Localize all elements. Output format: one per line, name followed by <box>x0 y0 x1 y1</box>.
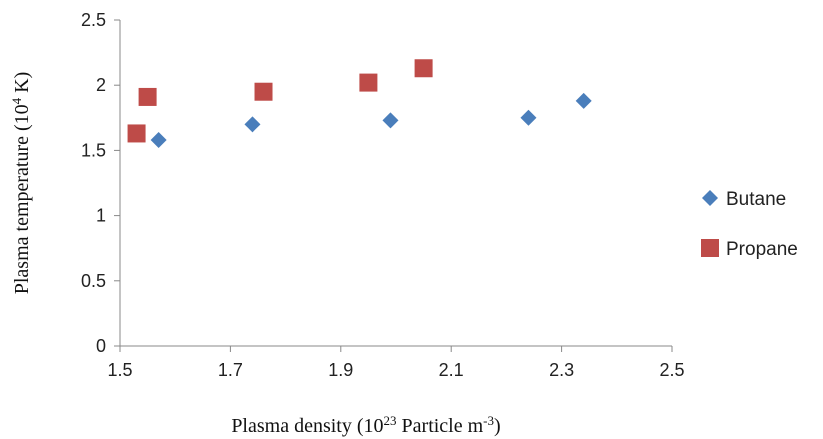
y-tick-label: 0 <box>96 336 106 356</box>
y-tick-label: 2 <box>96 75 106 95</box>
x-tick-label: 1.5 <box>107 360 132 380</box>
legend-marker <box>702 190 718 206</box>
label-part: Particle m <box>397 415 484 437</box>
x-tick-label: 2.1 <box>439 360 464 380</box>
x-tick-label: 1.7 <box>218 360 243 380</box>
label-part: Plasma temperature (10 <box>11 104 33 294</box>
superscript: 4 <box>9 97 24 104</box>
label-part: Plasma density (10 <box>231 415 383 437</box>
diamond-point <box>575 92 592 109</box>
legend-label: Butane <box>726 189 786 210</box>
diamond-point <box>520 109 537 126</box>
label-part: ) <box>494 415 501 437</box>
legend-marker <box>701 239 719 257</box>
y-tick-label: 1.5 <box>81 140 106 160</box>
label-part: K) <box>11 72 33 98</box>
x-tick-label: 2.3 <box>549 360 574 380</box>
x-label: Plasma density (1023 Particle m-3) <box>231 413 500 438</box>
superscript: 23 <box>384 413 397 428</box>
square-point <box>138 87 157 106</box>
square-point <box>414 59 433 78</box>
y-tick-label: 0.5 <box>81 271 106 291</box>
diamond-point <box>150 131 167 148</box>
y-label: Plasma temperature (104 K) <box>9 72 34 295</box>
diamond-point <box>382 112 399 129</box>
square-point <box>359 73 378 92</box>
square-point <box>254 82 273 101</box>
x-tick-label: 2.5 <box>659 360 684 380</box>
y-tick-label: 2.5 <box>81 10 106 30</box>
legend-label: Propane <box>726 239 798 260</box>
x-tick-label: 1.9 <box>328 360 353 380</box>
y-tick-label: 1 <box>96 206 106 226</box>
square-point <box>127 124 146 143</box>
superscript: -3 <box>483 413 494 428</box>
diamond-point <box>244 116 261 133</box>
